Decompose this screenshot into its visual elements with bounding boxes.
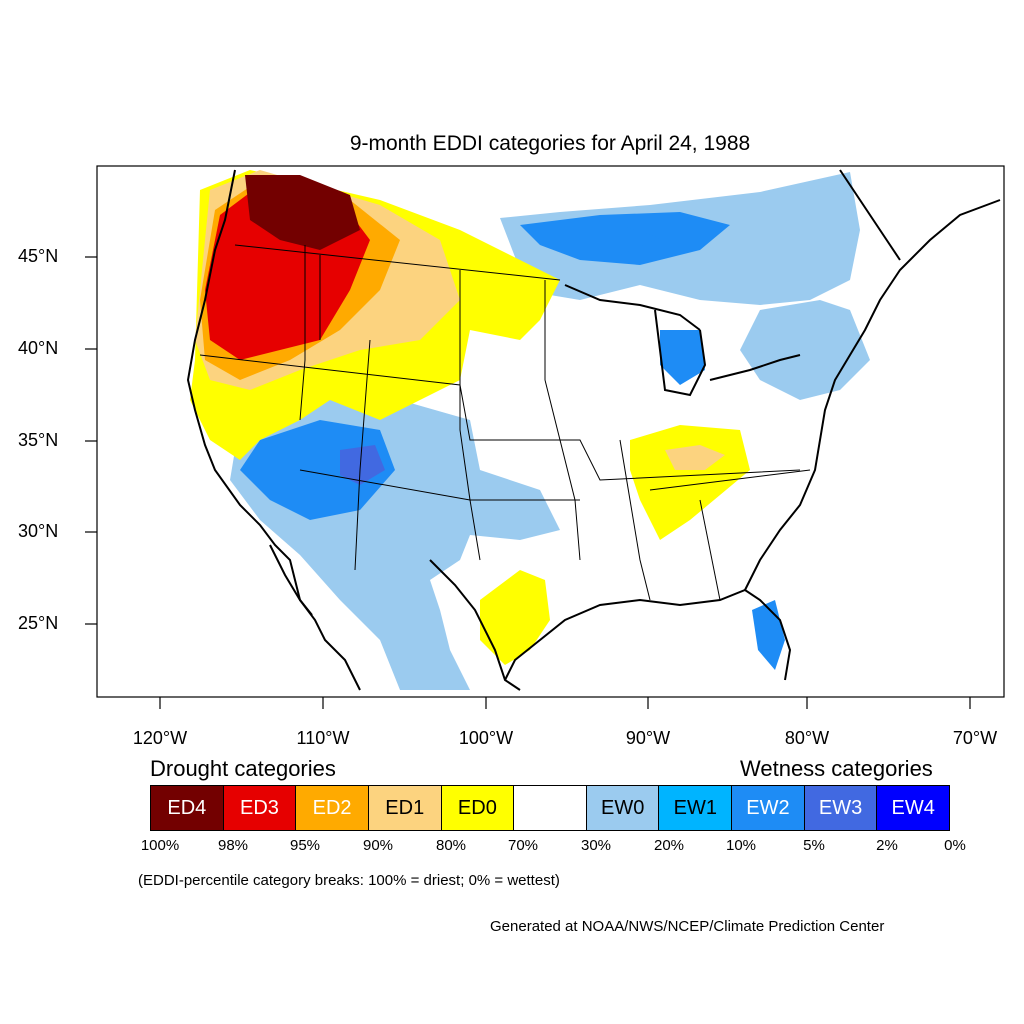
legend-break: 100%	[140, 837, 180, 854]
legend-box-ed4: ED4	[151, 786, 224, 830]
lat-label-45: 45°N	[18, 246, 59, 266]
legend-break: 30%	[580, 837, 612, 854]
region-ew0-northeast	[740, 300, 870, 400]
legend-box-ed2: ED2	[296, 786, 369, 830]
lon-label-100: 100°W	[458, 728, 514, 748]
map-title: 9-month EDDI categories for April 24, 19…	[349, 132, 751, 155]
category-note: (EDDI-percentile category breaks: 100% =…	[138, 872, 560, 889]
legend-break: 2%	[876, 837, 898, 854]
legend-break: 95%	[289, 837, 321, 854]
legend-box-ed1: ED1	[368, 786, 442, 830]
lon-label-120: 120°W	[132, 728, 188, 748]
legend-box-ew4: EW4	[877, 786, 950, 830]
legend-break: 0%	[944, 837, 966, 854]
legend-box-ew0: EW0	[586, 786, 660, 830]
color-legend: ED4 ED3 ED2 ED1 ED0 EW0 EW1 EW2 EW3 EW4	[150, 785, 950, 831]
map-layers	[190, 170, 870, 690]
coastlines	[186, 169, 1001, 691]
legend-break: 98%	[217, 837, 249, 854]
state-borders	[199, 244, 811, 601]
legend-break: 80%	[435, 837, 467, 854]
legend-box-ew2: EW2	[732, 786, 805, 830]
legend-break: 70%	[507, 837, 539, 854]
legend-break: 20%	[653, 837, 685, 854]
region-ew1-michigan	[660, 330, 705, 385]
drought-heading: Drought categories	[150, 756, 336, 781]
legend-box-ew3: EW3	[804, 786, 878, 830]
lon-label-110: 110°W	[296, 728, 350, 748]
credit-line: Generated at NOAA/NWS/NCEP/Climate Predi…	[490, 918, 885, 935]
region-ed4-northwest	[245, 175, 360, 250]
lon-label-70: 70°W	[952, 728, 998, 748]
region-ew3-colorado	[340, 445, 385, 485]
legend-break: 90%	[362, 837, 394, 854]
map-frame	[96, 165, 1005, 698]
lat-label-40: 40°N	[18, 338, 59, 358]
wetness-heading: Wetness categories	[740, 756, 933, 781]
lat-label-35: 35°N	[18, 430, 59, 450]
lon-label-90: 90°W	[625, 728, 671, 748]
lat-label-30: 30°N	[18, 521, 59, 541]
legend-break: 10%	[725, 837, 757, 854]
region-ed0-ohio-valley	[630, 425, 750, 540]
legend-box-ed0: ED0	[441, 786, 515, 830]
legend-box-ed3: ED3	[223, 786, 297, 830]
lat-label-25: 25°N	[18, 613, 59, 633]
legend-break: 5%	[803, 837, 825, 854]
region-ew2-superior-core	[560, 225, 660, 255]
axis-ticks	[85, 256, 971, 709]
region-ed0-texas	[480, 570, 550, 665]
legend-box-ew1: EW1	[659, 786, 733, 830]
legend-box-neutral	[514, 786, 587, 830]
region-ew1-four-corners	[240, 420, 395, 520]
region-ew1-florida	[752, 600, 785, 670]
region-ed1-kentucky	[665, 445, 725, 470]
lon-label-80: 80°W	[784, 728, 830, 748]
